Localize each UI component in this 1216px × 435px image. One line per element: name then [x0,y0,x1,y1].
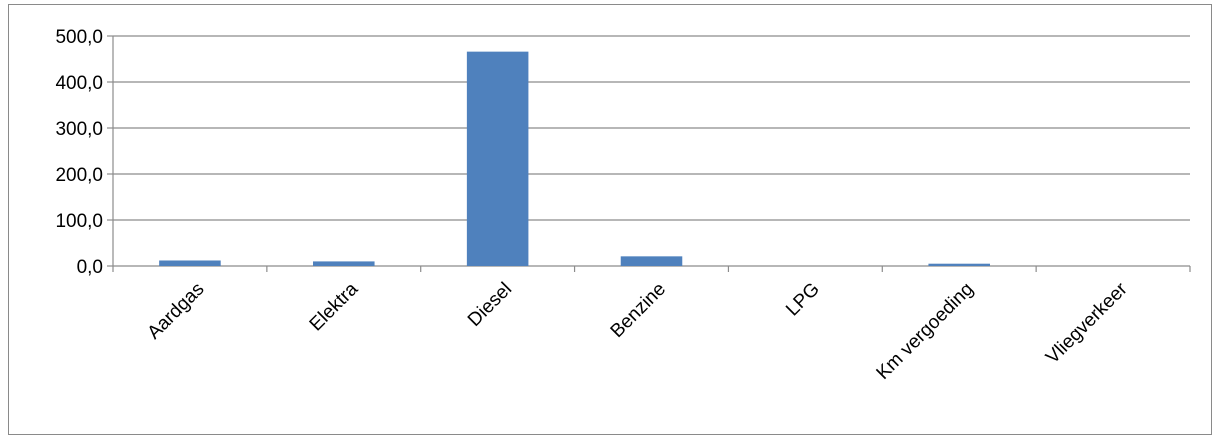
bar [620,256,683,266]
category-labels: Aardgas Elektra Diesel Benzine LPG Km vergoed… [144,278,1133,384]
x-axis [112,265,1191,272]
category-label: Aardgas [144,279,209,344]
y-tick-label: 200,0 [55,165,103,186]
y-tick-label: 400,0 [55,73,103,94]
bar [466,51,529,266]
bars [159,51,990,266]
y-tick-label: 500,0 [55,27,103,48]
category-label: Vliegverkeer [1042,278,1132,368]
category-label: Benzine [607,279,670,342]
bar [159,260,221,266]
y-tick-label: 100,0 [55,211,103,232]
category-label: LPG [782,279,824,321]
gridlines [113,35,1190,221]
category-label: Elektra [306,278,363,335]
y-tick-label: 0,0 [77,257,103,278]
category-label: Diesel [464,279,516,331]
category-label: Km vergoeding [873,279,978,384]
y-axis: 0,0 100,0 200,0 300,0 400,0 500,0 [55,27,114,278]
y-tick-label: 300,0 [55,119,103,140]
bar [313,261,375,266]
bar [928,263,990,266]
